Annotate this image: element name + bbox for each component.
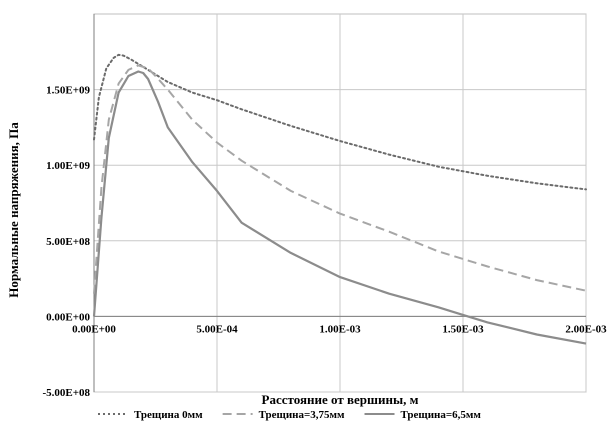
series-lines [92,53,587,345]
y-tick-label: -5.00E+08 [42,387,90,399]
tick-labels: -5.00E+08 0.00E+00 5.00E+08 1.00E+09 1.50E+0… [42,85,607,399]
y-axis-title: Нормальные напряжения, Па [6,122,21,298]
x-axis-title: Расстояние от вершины, м [262,392,419,407]
legend: Трещина 0мм Трещина=3,75мм Трещина=6,5мм [98,409,481,421]
series-line [92,70,587,345]
y-tick-label: 0.00E+00 [46,311,90,323]
legend-label: Трещина=3,75мм [259,409,345,421]
y-tick-label: 5.00E+08 [46,236,90,248]
legend-label: Трещина 0мм [134,409,203,421]
y-tick-label: 1.50E+09 [46,85,90,97]
x-tick-label: 1.50E-03 [442,323,484,335]
x-tick-label: 1.00E-03 [319,323,361,335]
grid-lines [93,13,587,393]
axes [93,14,586,392]
x-tick-label: 5.00E-04 [196,323,238,335]
x-tick-label: 0.00E+00 [72,323,116,335]
series-line [93,53,587,191]
legend-label: Трещина=6,5мм [401,409,482,421]
series-line [93,64,587,294]
y-tick-label: 1.00E+09 [46,160,90,172]
x-tick-label: 2.00E-03 [565,323,607,335]
